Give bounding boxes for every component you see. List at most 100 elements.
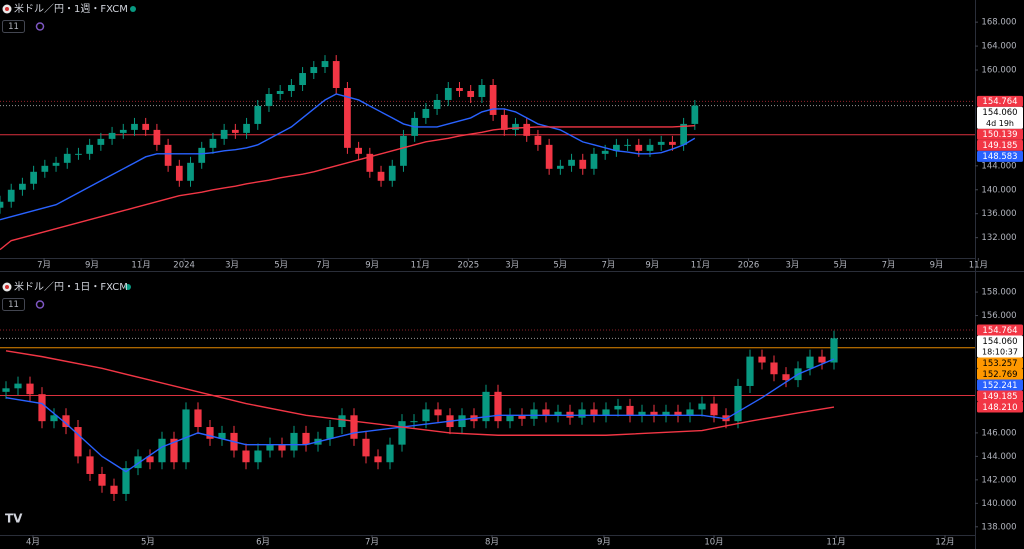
x-tick-label: 5月 [274,261,288,271]
candle-body [818,356,826,363]
y-tick-label: 132.000 [981,233,1016,243]
price-tag [977,150,1023,162]
candle-body [601,150,609,154]
x-tick-label: 7月 [365,538,379,548]
candle-body [578,409,586,418]
y-tick-label: 160.000 [981,66,1016,76]
x-tick-label: 11月 [826,538,845,548]
candle-body [500,114,508,130]
price-tag-label: 154.764 [982,326,1017,336]
candle-body [14,383,22,389]
candle-body [638,411,646,416]
x-tick-label: 3月 [785,261,799,271]
candle-body [278,444,286,451]
x-tick-label: 2025 [458,261,480,271]
x-tick-label: 5月 [141,538,155,548]
x-tick-label: 9月 [365,261,379,271]
candle-body [746,356,754,386]
x-tick-label: 3月 [505,261,519,271]
price-tag [977,95,1023,107]
candle-body [299,73,306,86]
chart-title: 米ドル／円・1週・FXCM [14,2,128,15]
candle-body [134,456,142,469]
candle-body [108,132,116,139]
candle-body [624,144,631,146]
candle-body [506,415,514,422]
y-tick-label: 168.000 [981,18,1016,28]
candle-body [146,456,154,463]
x-tick-label: 9月 [597,538,611,548]
candle-body [579,159,587,169]
x-tick-label: 7月 [37,261,51,271]
candle-body [388,165,396,181]
candle-body [770,362,778,375]
x-tick-label: 11月 [131,261,150,271]
candle-body [254,105,262,124]
candle-body [187,162,194,181]
x-tick-label: 4月 [26,538,40,548]
candle-body [209,138,217,148]
candle-body [400,135,407,166]
x-tick-label: 7月 [601,261,615,271]
candle-body [175,165,183,181]
candle-body [377,171,385,181]
candle-body [75,153,82,155]
candle-body [530,409,538,419]
candle-body [674,411,682,416]
candle-body [512,123,519,130]
brand-logo: TV [5,512,23,526]
candle-body [422,409,430,422]
x-tick-label: 6月 [256,538,270,548]
candle-body [782,374,790,381]
candle-body [458,415,466,428]
candle-body [158,438,166,463]
price-tag-label: 148.583 [982,152,1017,162]
price-tag-label: 154.764 [982,97,1017,107]
y-tick-label: 164.000 [981,42,1016,52]
candle-body [657,141,665,145]
candle-body [518,415,526,419]
candle-body [26,383,34,395]
candle-body [310,67,318,74]
candle-body [646,144,654,151]
candle-body [650,411,658,416]
x-tick-label: 12月 [935,538,954,548]
candle-body [86,144,94,154]
x-tick-label: 11月 [691,261,710,271]
candle-body [338,415,346,428]
candle-body [142,123,150,130]
price-tag-label: 148.210 [982,403,1017,413]
x-tick-label: 2026 [738,261,760,271]
candle-body [669,141,676,145]
price-tag-label: 149.185 [982,392,1017,402]
candle-body [254,450,262,463]
candle-body [122,468,130,494]
symbol-icon [2,4,12,292]
candle-body [467,90,475,97]
candle-body [131,123,138,130]
indicator-badge[interactable] [2,20,45,311]
indicator-count: 11 [8,22,19,32]
candles [0,55,699,214]
candle-body [613,144,620,151]
price-tag [977,106,1023,129]
price-tag-label: 149.185 [982,141,1017,151]
price-tag [977,368,1023,380]
candle-body [362,438,370,457]
candle-body [242,450,250,463]
candle-body [344,87,351,148]
candle-body [456,87,463,91]
moving-average-line [0,93,696,221]
candle-body [266,444,274,451]
price-tag-label: 150.139 [982,130,1017,140]
moving-average-line [5,350,835,436]
candle-body [62,415,70,428]
candle-body [698,403,706,410]
candle-body [326,427,334,439]
candle-body [662,411,670,416]
price-tag-label: 153.257 [982,359,1017,369]
x-tick-label: 8月 [485,538,499,548]
candle-body [321,61,329,68]
